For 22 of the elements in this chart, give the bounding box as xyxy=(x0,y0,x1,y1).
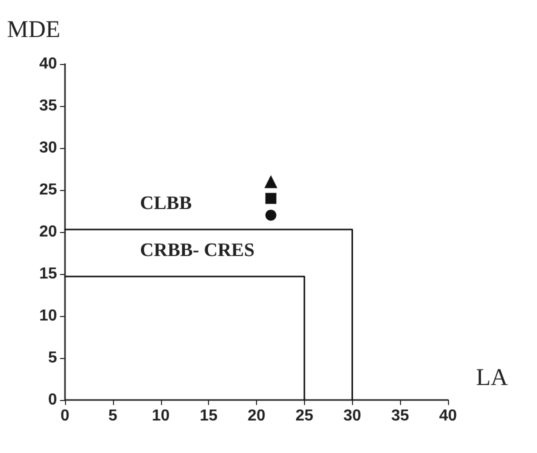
x-tick-label: 35 xyxy=(391,408,410,424)
x-tick-label: 5 xyxy=(108,408,118,424)
x-tick-label: 15 xyxy=(200,408,218,424)
series-label: CRBB- CRES xyxy=(140,240,255,262)
x-tick-label: 10 xyxy=(152,408,170,424)
y-tick-label: 15 xyxy=(39,266,58,282)
y-tick-label: 0 xyxy=(48,392,58,408)
x-tick-label: 30 xyxy=(343,408,362,424)
x-tick-label: 40 xyxy=(439,408,457,424)
y-axis-title: MDE xyxy=(7,17,60,43)
y-tick-label: 30 xyxy=(39,140,58,156)
x-tick-label: 20 xyxy=(248,408,266,424)
y-tick-label: 10 xyxy=(39,308,58,324)
series-label: CLBB xyxy=(140,192,192,214)
y-tick-label: 25 xyxy=(39,182,58,198)
x-axis-title: LA xyxy=(476,365,509,391)
y-tick-label: 40 xyxy=(39,56,58,72)
x-tick-label: 25 xyxy=(295,408,314,424)
x-tick-label: 0 xyxy=(60,408,70,424)
y-tick-label: 5 xyxy=(48,350,58,366)
y-tick-label: 35 xyxy=(39,98,58,114)
y-tick-label: 20 xyxy=(39,224,58,240)
